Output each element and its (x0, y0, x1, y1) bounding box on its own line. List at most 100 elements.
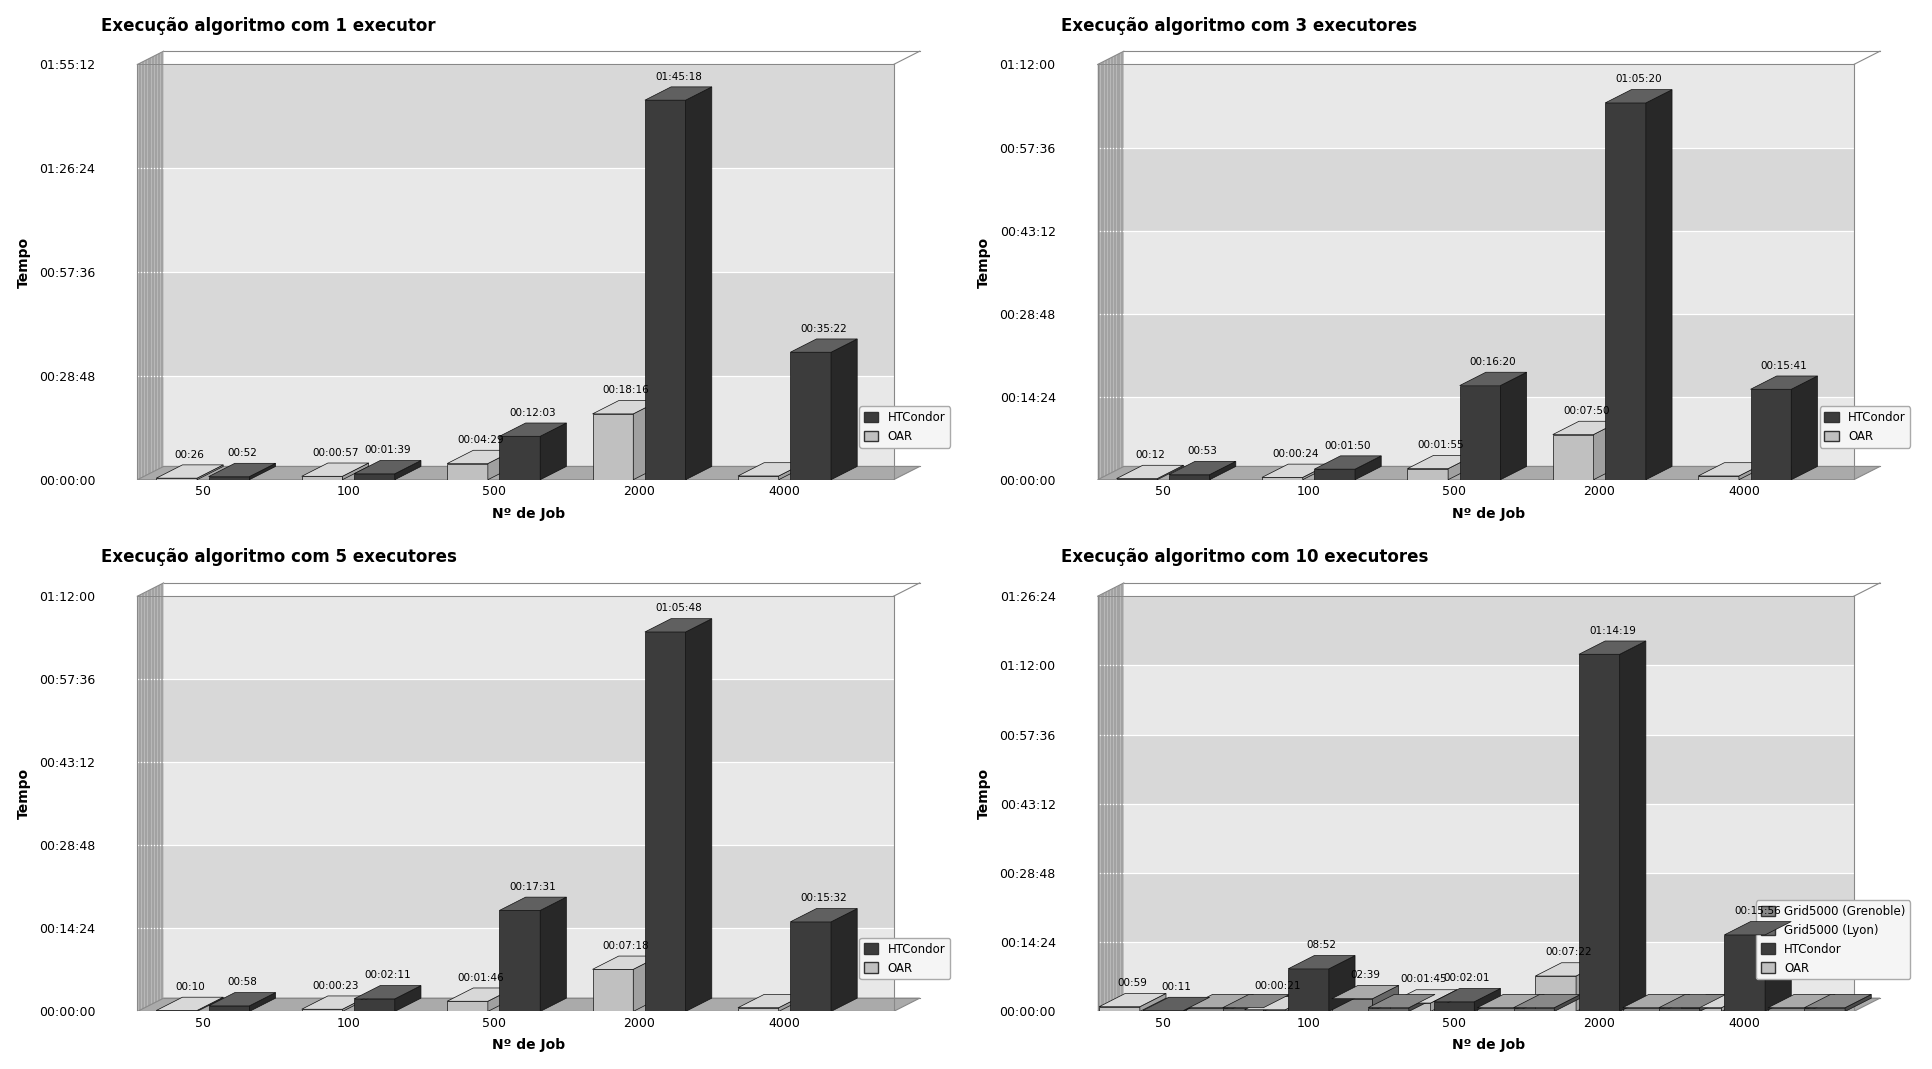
Y-axis label: Tempo: Tempo (976, 236, 991, 288)
Polygon shape (1750, 376, 1816, 389)
Text: 00:07:22: 00:07:22 (1546, 947, 1592, 958)
Text: Execução algoritmo com 3 executores: Execução algoritmo com 3 executores (1061, 17, 1416, 34)
Polygon shape (1262, 464, 1327, 478)
Polygon shape (1186, 1008, 1227, 1011)
Polygon shape (1097, 734, 1853, 804)
Text: 08:52: 08:52 (1306, 941, 1335, 950)
Polygon shape (446, 1002, 487, 1011)
Polygon shape (1097, 397, 1853, 480)
Text: Execução algoritmo com 5 executores: Execução algoritmo com 5 executores (100, 548, 456, 567)
Polygon shape (301, 463, 369, 477)
Polygon shape (446, 988, 514, 1002)
Polygon shape (342, 463, 369, 480)
Text: 00:12: 00:12 (1134, 450, 1165, 460)
Polygon shape (354, 986, 421, 998)
Text: 00:12:03: 00:12:03 (510, 407, 556, 418)
Text: 00:02:01: 00:02:01 (1443, 973, 1490, 983)
Polygon shape (197, 997, 222, 1011)
Polygon shape (1097, 64, 1853, 148)
Polygon shape (1681, 1008, 1721, 1011)
Polygon shape (1097, 583, 1122, 1011)
Polygon shape (1389, 1003, 1430, 1011)
Polygon shape (137, 376, 893, 480)
Polygon shape (1698, 476, 1739, 480)
Polygon shape (1097, 313, 1853, 397)
Polygon shape (498, 911, 539, 1011)
Text: 00:00:23: 00:00:23 (311, 980, 357, 991)
Polygon shape (1808, 994, 1833, 1011)
Text: 02:39: 02:39 (1350, 970, 1379, 980)
Polygon shape (1097, 51, 1122, 480)
Polygon shape (498, 897, 566, 911)
Polygon shape (1389, 990, 1457, 1003)
Polygon shape (249, 463, 276, 480)
Text: 00:00:21: 00:00:21 (1254, 981, 1300, 991)
Polygon shape (593, 956, 659, 970)
Polygon shape (354, 474, 394, 480)
Polygon shape (1803, 994, 1870, 1008)
Polygon shape (1578, 641, 1644, 654)
Polygon shape (593, 414, 634, 480)
Polygon shape (1551, 421, 1619, 434)
Polygon shape (156, 997, 222, 1010)
Polygon shape (137, 762, 893, 846)
Polygon shape (1169, 462, 1235, 475)
Polygon shape (1534, 976, 1575, 1011)
Text: 00:01:39: 00:01:39 (363, 445, 412, 455)
Polygon shape (1097, 942, 1853, 1011)
Polygon shape (1592, 421, 1619, 480)
Polygon shape (1157, 465, 1182, 480)
Polygon shape (301, 1009, 342, 1011)
Polygon shape (686, 619, 711, 1011)
Text: 01:45:18: 01:45:18 (655, 72, 701, 81)
Polygon shape (1372, 986, 1399, 1011)
Polygon shape (1314, 469, 1354, 480)
Polygon shape (137, 273, 893, 376)
Polygon shape (1244, 1010, 1285, 1011)
Legend: HTCondor, OAR: HTCondor, OAR (1818, 406, 1909, 448)
Text: 00:16:20: 00:16:20 (1468, 357, 1517, 367)
Polygon shape (1097, 148, 1853, 231)
Polygon shape (446, 464, 487, 480)
Text: 01:14:19: 01:14:19 (1588, 625, 1634, 636)
Polygon shape (539, 897, 566, 1011)
X-axis label: Nº de Job: Nº de Job (1451, 507, 1524, 521)
Text: 00:01:45: 00:01:45 (1399, 975, 1445, 985)
Polygon shape (498, 423, 566, 436)
Legend: HTCondor, OAR: HTCondor, OAR (860, 939, 951, 979)
Text: 00:00:24: 00:00:24 (1271, 449, 1318, 459)
Polygon shape (790, 921, 831, 1011)
Polygon shape (301, 996, 369, 1009)
Text: 00:52: 00:52 (228, 448, 257, 458)
Polygon shape (1285, 996, 1310, 1011)
Polygon shape (831, 339, 856, 480)
Legend: HTCondor, OAR: HTCondor, OAR (860, 406, 951, 448)
Text: 00:07:50: 00:07:50 (1563, 406, 1609, 416)
Polygon shape (1476, 1008, 1517, 1011)
Polygon shape (1791, 376, 1816, 480)
Polygon shape (1578, 654, 1619, 1011)
Polygon shape (1287, 969, 1327, 1011)
Polygon shape (1768, 1008, 1808, 1011)
Polygon shape (1621, 1008, 1662, 1011)
Text: 00:59: 00:59 (1117, 978, 1148, 988)
Polygon shape (634, 401, 659, 480)
Polygon shape (1553, 994, 1580, 1011)
Text: 00:18:16: 00:18:16 (603, 385, 649, 396)
Polygon shape (1604, 103, 1644, 480)
Text: Execução algoritmo com 1 executor: Execução algoritmo com 1 executor (100, 17, 435, 34)
Polygon shape (137, 846, 893, 928)
Text: 00:01:46: 00:01:46 (458, 973, 504, 982)
Text: 00:01:50: 00:01:50 (1323, 440, 1370, 450)
Polygon shape (686, 87, 711, 480)
Polygon shape (1513, 1008, 1553, 1011)
Text: 00:10: 00:10 (174, 982, 205, 992)
Polygon shape (1434, 1002, 1474, 1011)
Polygon shape (354, 998, 394, 1011)
Polygon shape (1223, 994, 1289, 1008)
Polygon shape (1768, 994, 1833, 1008)
Polygon shape (1331, 998, 1372, 1011)
Polygon shape (779, 463, 804, 480)
Polygon shape (1097, 597, 1853, 665)
Polygon shape (790, 339, 856, 353)
